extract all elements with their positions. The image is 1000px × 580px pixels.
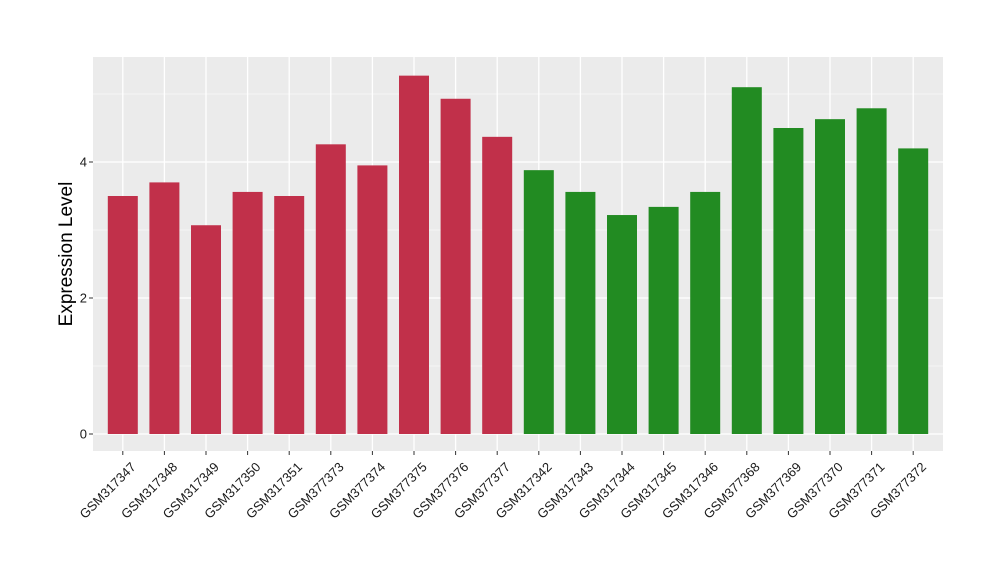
- y-tick-label: 0: [80, 427, 87, 442]
- bar-GSM317346: [690, 191, 721, 434]
- bar-GSM377370: [815, 119, 845, 434]
- bars: [107, 75, 929, 434]
- bar-GSM377377: [482, 136, 513, 434]
- y-tick-label: 2: [80, 291, 87, 306]
- bar-GSM377376: [440, 98, 471, 434]
- bar-GSM317342: [523, 170, 554, 434]
- bar-GSM317345: [648, 206, 679, 434]
- y-tick-label: 4: [80, 155, 87, 170]
- bar-GSM377374: [357, 165, 388, 434]
- y-axis-title: Expression Level: [56, 182, 77, 327]
- bar-GSM317351: [274, 196, 305, 434]
- bar-GSM377372: [898, 148, 929, 434]
- y-axis: 0 2 4: [80, 155, 93, 442]
- bar-GSM377375: [399, 75, 429, 434]
- bar-GSM377368: [731, 87, 762, 434]
- bar-GSM377373: [315, 144, 346, 434]
- bar-GSM317347: [107, 196, 138, 434]
- bar-GSM377371: [856, 108, 887, 434]
- bar-GSM317343: [565, 191, 596, 434]
- bar-GSM317349: [191, 225, 221, 434]
- x-axis: GSM317347GSM317348GSM317349GSM317350GSM3…: [76, 451, 929, 522]
- bar-GSM317344: [607, 215, 637, 434]
- bar-GSM317350: [232, 191, 263, 434]
- bar-GSM377369: [773, 128, 804, 434]
- bar-GSM317348: [149, 182, 180, 434]
